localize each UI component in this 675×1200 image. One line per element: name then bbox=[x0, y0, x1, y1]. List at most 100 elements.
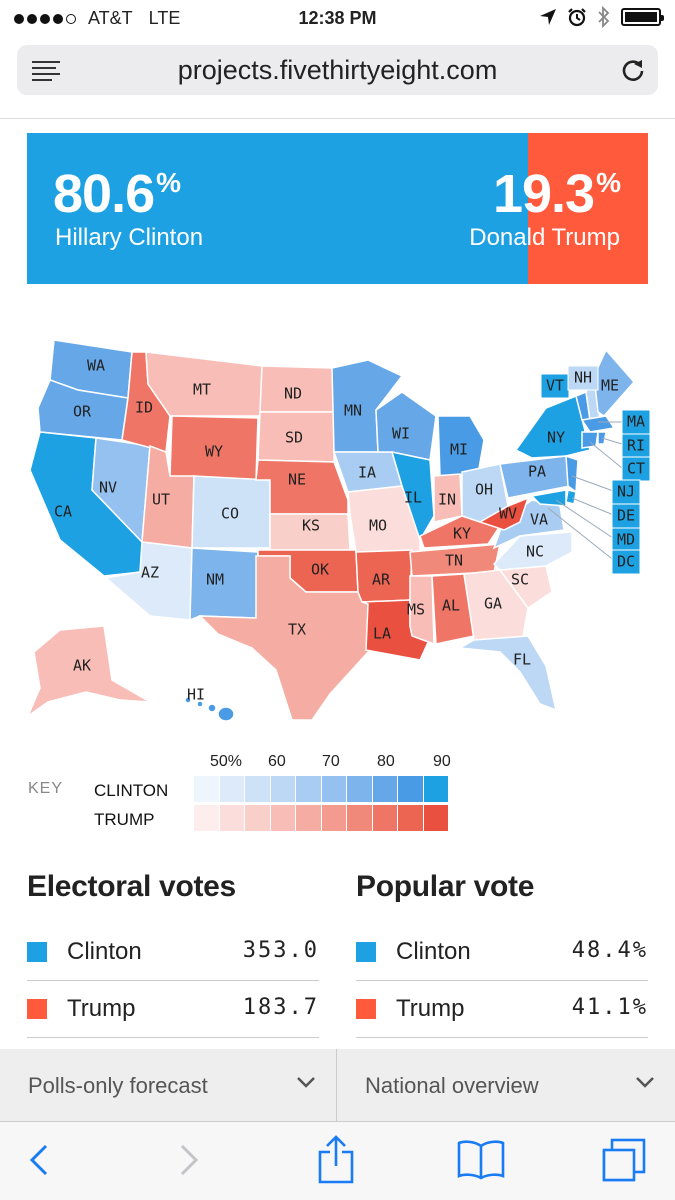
state-fl bbox=[457, 635, 558, 712]
label-mn: MN bbox=[344, 402, 362, 420]
key-tick: 90 bbox=[433, 753, 451, 770]
label-pa: PA bbox=[528, 463, 546, 481]
label-mt: MT bbox=[193, 381, 211, 399]
label-ak: AK bbox=[73, 657, 91, 675]
state-me bbox=[593, 348, 635, 417]
box-ri bbox=[621, 433, 651, 459]
chevron-down-icon bbox=[297, 1077, 315, 1088]
trump-key-swatch bbox=[372, 805, 398, 831]
clinton-key-swatch bbox=[423, 776, 449, 802]
bookmarks-icon[interactable] bbox=[456, 1138, 506, 1180]
electoral-row-clinton: Clinton 353.0 bbox=[27, 924, 319, 981]
popular-row-clinton: Clinton 48.4% bbox=[356, 924, 648, 981]
electoral-value: 183.7 bbox=[242, 995, 319, 1020]
share-icon[interactable] bbox=[316, 1134, 356, 1184]
label-in: IN bbox=[438, 491, 456, 509]
label-wa: WA bbox=[87, 357, 105, 375]
color-key: 50% 60 70 80 90 KEY CLINTON TRUMP bbox=[0, 748, 675, 838]
trump-key-swatch bbox=[423, 805, 449, 831]
label-ok: OK bbox=[311, 561, 329, 579]
label-co: CO bbox=[221, 505, 239, 523]
browser-toolbar bbox=[0, 1121, 675, 1200]
label-ri: RI bbox=[627, 437, 645, 455]
clinton-swatch bbox=[27, 942, 47, 962]
state-de bbox=[565, 489, 577, 505]
state-va bbox=[492, 499, 565, 550]
key-tick: 80 bbox=[377, 753, 395, 770]
state-mi bbox=[437, 415, 485, 477]
label-az: AZ bbox=[141, 564, 159, 582]
us-map[interactable]: WA OR CA NV ID MT WY UT AZ CO NM ND SD N… bbox=[0, 300, 675, 730]
label-ia: IA bbox=[358, 464, 376, 482]
state-ct bbox=[581, 431, 599, 449]
label-va: VA bbox=[530, 511, 548, 529]
trump-gradient bbox=[194, 805, 449, 831]
label-nj: NJ bbox=[617, 483, 635, 501]
back-chevron-icon[interactable] bbox=[26, 1138, 52, 1182]
clinton-swatch bbox=[356, 942, 376, 962]
label-sd: SD bbox=[285, 429, 303, 447]
view-dropdown[interactable]: National overview bbox=[337, 1049, 675, 1121]
clinton-key-swatch bbox=[270, 776, 296, 802]
trump-key-swatch bbox=[296, 805, 322, 831]
key-clinton-label: CLINTON bbox=[94, 781, 169, 800]
clinton-key-swatch bbox=[219, 776, 245, 802]
reload-icon[interactable] bbox=[620, 57, 646, 83]
label-md: MD bbox=[617, 531, 635, 549]
url-text[interactable]: projects.fivethirtyeight.com bbox=[177, 55, 498, 85]
label-ga: GA bbox=[484, 595, 502, 613]
electoral-row-trump: Trump 183.7 bbox=[27, 981, 319, 1038]
electoral-value: 353.0 bbox=[242, 938, 319, 963]
label-nc: NC bbox=[526, 543, 544, 561]
trump-key-swatch bbox=[347, 805, 373, 831]
label-or: OR bbox=[73, 403, 92, 421]
label-dc: DC bbox=[617, 553, 635, 571]
state-md bbox=[530, 489, 567, 507]
popular-value: 48.4% bbox=[571, 938, 648, 963]
label-tx: TX bbox=[288, 621, 306, 639]
forecast-type-value: Polls-only forecast bbox=[28, 1073, 208, 1098]
state-ny bbox=[514, 394, 591, 459]
label-ne: NE bbox=[288, 471, 306, 489]
box-nj bbox=[611, 479, 641, 505]
box-ma bbox=[621, 409, 651, 435]
trump-swatch bbox=[27, 999, 47, 1019]
state-tx bbox=[198, 555, 371, 721]
forward-chevron-icon[interactable] bbox=[176, 1138, 202, 1182]
clinton-key-swatch bbox=[372, 776, 398, 802]
key-label: KEY bbox=[28, 780, 64, 797]
state-ms bbox=[409, 575, 435, 646]
popular-value: 41.1% bbox=[571, 995, 648, 1020]
trump-key-swatch bbox=[245, 805, 271, 831]
label-mi: MI bbox=[450, 441, 468, 459]
trump-swatch bbox=[356, 999, 376, 1019]
clinton-name: Hillary Clinton bbox=[55, 224, 204, 251]
label-me: ME bbox=[601, 377, 619, 395]
label-il: IL bbox=[404, 489, 422, 507]
state-forecast-map[interactable]: WA OR CA NV ID MT WY UT AZ CO NM ND SD N… bbox=[0, 300, 675, 730]
candidate-name: Clinton bbox=[67, 938, 142, 965]
state-ak bbox=[26, 625, 151, 719]
bluetooth-icon bbox=[598, 6, 610, 28]
label-wi: WI bbox=[392, 425, 410, 443]
trump-name: Donald Trump bbox=[469, 224, 620, 251]
signal-strength bbox=[14, 13, 76, 24]
label-sc: SC bbox=[511, 571, 529, 589]
tabs-icon[interactable] bbox=[600, 1136, 648, 1184]
label-oh: OH bbox=[475, 481, 493, 499]
trump-key-swatch bbox=[321, 805, 347, 831]
label-ct: CT bbox=[627, 460, 645, 478]
forecast-type-dropdown[interactable]: Polls-only forecast bbox=[0, 1049, 336, 1121]
label-ma: MA bbox=[627, 413, 645, 431]
label-tn: TN bbox=[445, 552, 463, 570]
reader-menu-icon[interactable] bbox=[32, 61, 60, 85]
label-id: ID bbox=[135, 399, 153, 417]
box-nh bbox=[567, 365, 599, 391]
clinton-key-swatch bbox=[398, 776, 424, 802]
trump-probability-segment bbox=[528, 133, 648, 284]
label-ks: KS bbox=[302, 517, 320, 535]
address-bar[interactable]: projects.fivethirtyeight.com bbox=[17, 45, 658, 95]
label-vt: VT bbox=[546, 377, 564, 395]
trump-key-swatch bbox=[398, 805, 424, 831]
carrier-name: AT&T bbox=[88, 8, 133, 28]
